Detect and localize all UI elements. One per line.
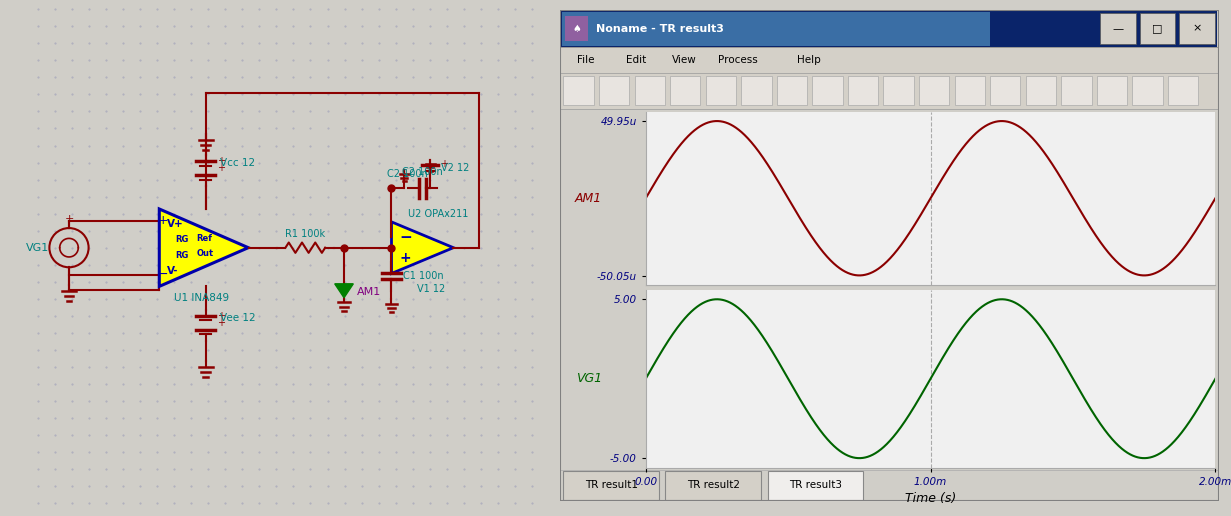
- Text: −: −: [399, 230, 412, 245]
- FancyBboxPatch shape: [1097, 76, 1128, 105]
- Text: R1 100k: R1 100k: [286, 229, 325, 239]
- FancyBboxPatch shape: [741, 76, 772, 105]
- Text: —: —: [1113, 24, 1124, 34]
- FancyBboxPatch shape: [1061, 76, 1092, 105]
- Text: C2 100n: C2 100n: [403, 167, 443, 178]
- FancyBboxPatch shape: [1140, 13, 1176, 44]
- FancyBboxPatch shape: [1101, 13, 1136, 44]
- FancyBboxPatch shape: [920, 76, 949, 105]
- FancyBboxPatch shape: [768, 471, 863, 499]
- X-axis label: Time (s): Time (s): [905, 492, 956, 505]
- Text: TR result3: TR result3: [789, 480, 842, 490]
- Text: Vcc 12: Vcc 12: [220, 158, 255, 168]
- FancyBboxPatch shape: [812, 76, 843, 105]
- Text: Edit: Edit: [627, 55, 646, 65]
- Text: File: File: [576, 55, 595, 65]
- Text: RG: RG: [175, 235, 188, 245]
- FancyBboxPatch shape: [705, 76, 736, 105]
- Text: C2 100n: C2 100n: [387, 169, 427, 179]
- FancyBboxPatch shape: [563, 12, 990, 46]
- FancyBboxPatch shape: [560, 73, 1219, 109]
- Text: V-: V-: [167, 266, 178, 276]
- FancyBboxPatch shape: [634, 76, 665, 105]
- Text: V2 12: V2 12: [441, 163, 469, 173]
- Text: Ref: Ref: [197, 234, 213, 243]
- Text: +: +: [217, 311, 225, 321]
- Text: □: □: [1152, 24, 1163, 34]
- Text: +: +: [217, 318, 225, 328]
- FancyBboxPatch shape: [666, 471, 761, 499]
- FancyBboxPatch shape: [1025, 76, 1056, 105]
- Text: TR result2: TR result2: [687, 480, 740, 490]
- Text: Noname - TR result3: Noname - TR result3: [596, 24, 724, 34]
- Text: View: View: [672, 55, 697, 65]
- Text: −: −: [158, 268, 169, 281]
- FancyBboxPatch shape: [777, 76, 808, 105]
- Text: VG1: VG1: [576, 372, 602, 385]
- FancyBboxPatch shape: [564, 471, 659, 499]
- Text: C1 100n: C1 100n: [403, 271, 443, 281]
- Text: RG: RG: [175, 251, 188, 260]
- Text: V+: V+: [167, 219, 183, 230]
- Text: Help: Help: [798, 55, 821, 65]
- Text: Out: Out: [197, 249, 213, 259]
- Text: ♠: ♠: [572, 24, 581, 34]
- FancyBboxPatch shape: [1133, 76, 1163, 105]
- Text: VG1: VG1: [26, 243, 49, 253]
- FancyBboxPatch shape: [564, 76, 593, 105]
- Text: +: +: [158, 214, 169, 227]
- Text: ×: ×: [1193, 24, 1201, 34]
- FancyBboxPatch shape: [990, 76, 1020, 105]
- Text: +: +: [399, 251, 411, 265]
- FancyBboxPatch shape: [565, 16, 588, 41]
- FancyBboxPatch shape: [884, 76, 913, 105]
- Polygon shape: [391, 222, 453, 273]
- Text: U1 INA849: U1 INA849: [175, 293, 229, 303]
- Text: +: +: [64, 214, 74, 224]
- FancyBboxPatch shape: [848, 76, 878, 105]
- Text: +: +: [217, 163, 225, 173]
- Text: TR result1: TR result1: [585, 480, 638, 490]
- Text: U2 OPAx211: U2 OPAx211: [407, 209, 468, 219]
- Text: V1 12: V1 12: [417, 284, 446, 294]
- FancyBboxPatch shape: [954, 76, 985, 105]
- FancyBboxPatch shape: [1179, 13, 1215, 44]
- FancyBboxPatch shape: [1168, 76, 1198, 105]
- Text: Vee 12: Vee 12: [220, 313, 256, 323]
- Text: AM1: AM1: [357, 286, 382, 297]
- Polygon shape: [335, 284, 353, 298]
- FancyBboxPatch shape: [560, 47, 1219, 73]
- Text: +: +: [441, 158, 448, 169]
- Polygon shape: [159, 209, 249, 286]
- Text: AM1: AM1: [575, 192, 602, 205]
- FancyBboxPatch shape: [561, 11, 1217, 47]
- Text: Process: Process: [718, 55, 758, 65]
- FancyBboxPatch shape: [670, 76, 700, 105]
- Text: +: +: [217, 156, 225, 166]
- FancyBboxPatch shape: [599, 76, 629, 105]
